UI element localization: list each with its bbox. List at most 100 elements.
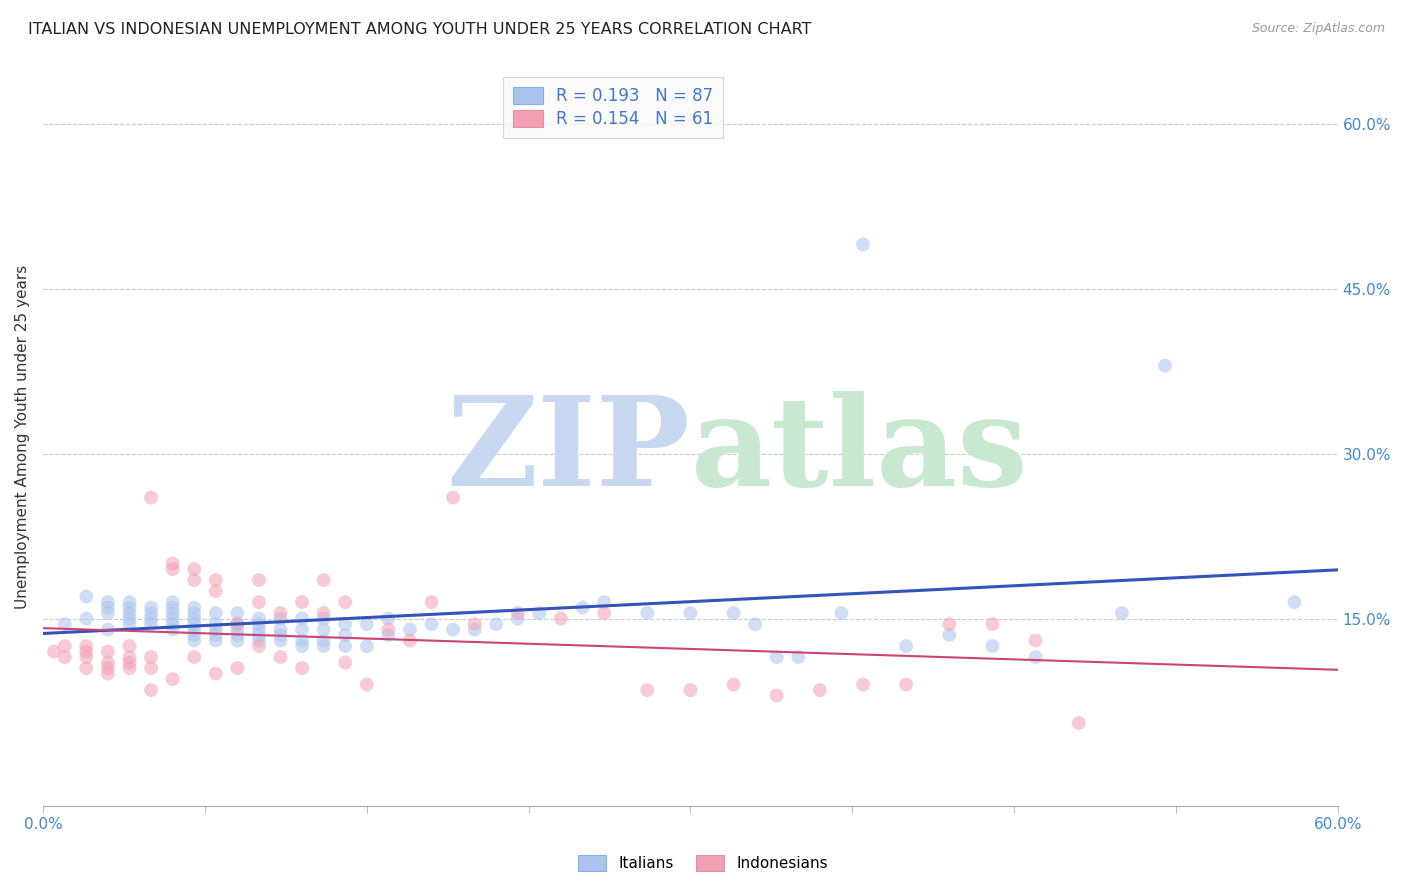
Point [183,611,205,625]
Point [204,606,226,620]
Point [765,689,787,703]
Point [53,617,76,632]
Point [894,639,917,653]
Point [291,661,314,675]
Point [270,628,292,642]
Point [377,628,399,642]
Point [183,623,205,637]
Point [183,650,205,665]
Point [226,623,249,637]
Point [335,628,357,642]
Point [139,650,162,665]
Point [744,617,766,632]
Point [139,606,162,620]
Point [464,623,486,637]
Point [118,656,141,670]
Point [183,573,205,587]
Point [312,606,335,620]
Point [75,661,97,675]
Point [139,661,162,675]
Point [204,584,226,599]
Point [247,617,270,632]
Point [312,573,335,587]
Point [938,628,960,642]
Point [226,633,249,648]
Point [162,672,184,686]
Point [270,633,292,648]
Point [679,683,702,698]
Point [335,595,357,609]
Point [291,611,314,625]
Point [291,639,314,653]
Point [1284,595,1306,609]
Point [97,661,120,675]
Point [765,650,787,665]
Point [291,623,314,637]
Point [139,683,162,698]
Point [1067,716,1090,731]
Point [204,617,226,632]
Point [97,600,120,615]
Point [550,611,572,625]
Point [1111,606,1133,620]
Point [529,606,551,620]
Point [162,611,184,625]
Point [1025,633,1047,648]
Point [97,644,120,658]
Point [162,606,184,620]
Point [204,666,226,681]
Point [420,617,443,632]
Point [399,633,422,648]
Point [75,644,97,658]
Point [787,650,810,665]
Point [1154,359,1177,373]
Point [464,617,486,632]
Point [270,611,292,625]
Point [204,623,226,637]
Point [247,611,270,625]
Point [377,611,399,625]
Point [420,595,443,609]
Legend: R = 0.193   N = 87, R = 0.154   N = 61: R = 0.193 N = 87, R = 0.154 N = 61 [502,77,723,138]
Point [183,600,205,615]
Point [441,623,464,637]
Point [204,633,226,648]
Point [506,611,529,625]
Point [636,606,658,620]
Point [291,595,314,609]
Point [356,639,378,653]
Point [75,611,97,625]
Point [981,617,1004,632]
Point [247,595,270,609]
Point [335,656,357,670]
Point [162,557,184,571]
Point [204,628,226,642]
Point [506,606,529,620]
Point [226,628,249,642]
Point [75,590,97,604]
Point [247,573,270,587]
Point [377,623,399,637]
Point [97,666,120,681]
Point [356,617,378,632]
Point [312,633,335,648]
Y-axis label: Unemployment Among Youth under 25 years: Unemployment Among Youth under 25 years [15,265,30,609]
Point [723,677,745,691]
Point [335,617,357,632]
Point [118,595,141,609]
Point [852,237,875,252]
Point [593,606,616,620]
Point [593,595,616,609]
Point [162,617,184,632]
Point [97,656,120,670]
Point [139,617,162,632]
Point [118,650,141,665]
Point [894,677,917,691]
Point [118,611,141,625]
Point [312,623,335,637]
Text: atlas: atlas [690,392,1028,512]
Point [97,595,120,609]
Point [636,683,658,698]
Point [1025,650,1047,665]
Point [226,606,249,620]
